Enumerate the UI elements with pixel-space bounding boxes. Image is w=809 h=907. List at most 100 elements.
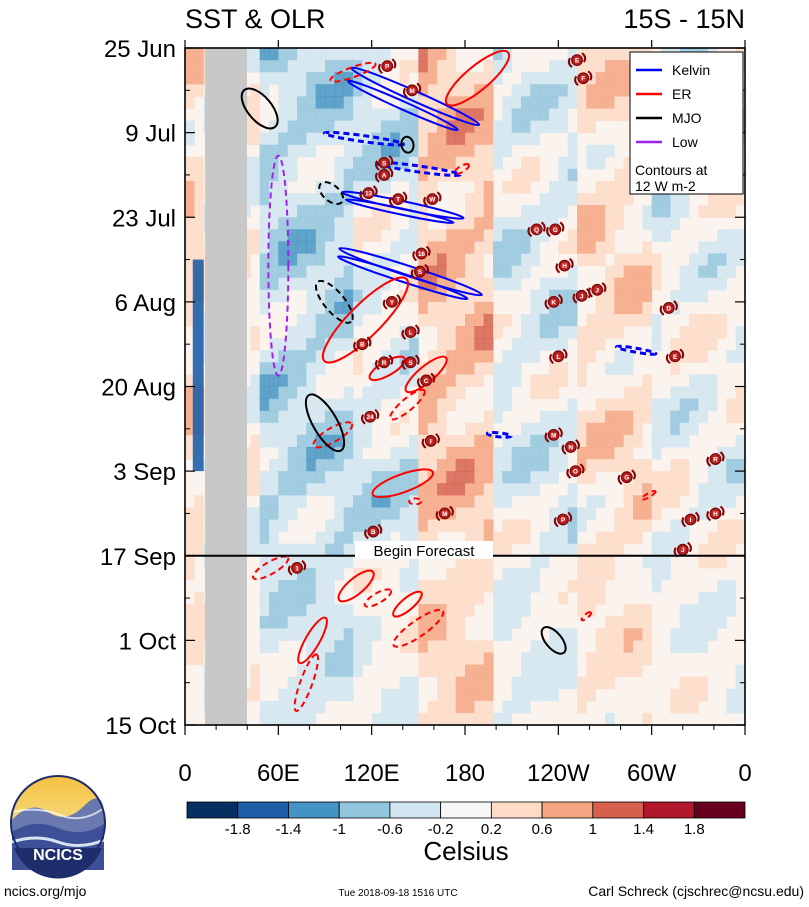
field-cell — [287, 483, 298, 496]
field-cell — [287, 555, 298, 569]
field-cell — [353, 350, 363, 363]
field-cell — [465, 132, 475, 146]
field-cell — [623, 313, 634, 327]
field-cell — [399, 712, 410, 725]
field-cell — [493, 712, 503, 725]
field-cell — [259, 495, 270, 508]
storm-label: B — [371, 529, 376, 536]
field-cell — [446, 168, 457, 182]
field-cell — [409, 519, 419, 533]
field-cell — [390, 168, 401, 182]
field-cell — [642, 386, 653, 400]
field-cell — [595, 495, 606, 508]
field-cell — [446, 108, 457, 122]
field-cell — [269, 495, 279, 508]
field-cell — [427, 640, 438, 653]
field-cell — [437, 72, 447, 85]
field-cell — [474, 241, 485, 255]
field-cell — [465, 567, 475, 581]
sst-anomaly-field — [185, 48, 745, 725]
field-cell — [287, 253, 298, 267]
field-cell — [558, 676, 569, 690]
field-cell — [399, 519, 410, 533]
field-cell — [362, 652, 373, 666]
field-cell — [642, 241, 653, 255]
field-cell — [474, 712, 485, 725]
field-cell — [278, 229, 289, 242]
field-cell — [306, 277, 317, 291]
field-cell — [679, 676, 690, 690]
field-cell — [698, 640, 709, 653]
field-cell — [278, 193, 289, 206]
storm-label: M — [442, 511, 447, 518]
field-cell — [474, 688, 485, 702]
field-cell — [269, 386, 279, 400]
field-cell — [185, 277, 195, 291]
field-cell — [427, 604, 438, 617]
storm-marker: L — [549, 348, 568, 365]
field-cell — [287, 579, 298, 593]
field-cell — [595, 180, 606, 194]
field-cell — [595, 156, 606, 170]
field-cell — [259, 168, 270, 182]
field-cell — [586, 229, 597, 242]
field-cell — [595, 193, 606, 206]
field-cell — [418, 446, 429, 460]
field-cell — [343, 422, 354, 436]
field-cell — [185, 628, 195, 641]
field-cell — [605, 616, 615, 629]
field-cell — [287, 217, 298, 230]
field-cell — [446, 144, 457, 158]
field-cell — [278, 217, 289, 230]
field-cell — [409, 60, 419, 73]
field-cell — [334, 108, 345, 122]
field-cell — [455, 483, 466, 496]
field-cell — [259, 604, 270, 617]
field-cell — [194, 652, 205, 666]
field-cell — [390, 241, 401, 255]
field-cell — [549, 531, 559, 545]
field-cell — [539, 422, 550, 436]
field-cell — [409, 374, 419, 387]
field-cell — [455, 156, 466, 170]
field-cell — [353, 313, 363, 327]
field-cell — [287, 567, 298, 581]
field-cell — [409, 229, 419, 242]
field-cell — [661, 567, 671, 581]
field-cell — [539, 72, 550, 85]
field-cell — [418, 386, 429, 400]
field-cell — [698, 313, 709, 327]
field-cell — [539, 289, 550, 303]
field-cell — [315, 555, 326, 569]
field-cell — [689, 410, 699, 424]
field-cell — [474, 108, 485, 122]
field-cell — [586, 688, 597, 702]
field-cell — [278, 495, 289, 508]
field-cell — [297, 338, 307, 351]
field-cell — [567, 326, 578, 339]
field-cell — [670, 205, 681, 218]
field-cell — [306, 60, 317, 73]
field-cell — [623, 398, 634, 412]
olr-contour — [485, 431, 513, 439]
field-cell — [493, 398, 503, 412]
field-cell — [269, 398, 279, 412]
field-cell — [381, 531, 391, 545]
storm-marker: S — [410, 263, 430, 280]
field-cell — [679, 422, 690, 436]
field-cell — [259, 628, 270, 641]
field-cell — [586, 410, 597, 424]
field-cell — [605, 277, 615, 291]
field-cell — [371, 628, 382, 641]
field-cell — [726, 519, 737, 533]
field-cell — [399, 507, 410, 520]
field-cell — [483, 434, 494, 448]
field-cell — [661, 543, 671, 557]
field-cell — [446, 446, 457, 460]
field-cell — [483, 205, 494, 218]
field-cell — [474, 180, 485, 194]
field-cell — [689, 616, 699, 629]
storm-marker: Q — [527, 221, 546, 238]
field-cell — [735, 434, 745, 448]
field-cell — [474, 313, 485, 327]
